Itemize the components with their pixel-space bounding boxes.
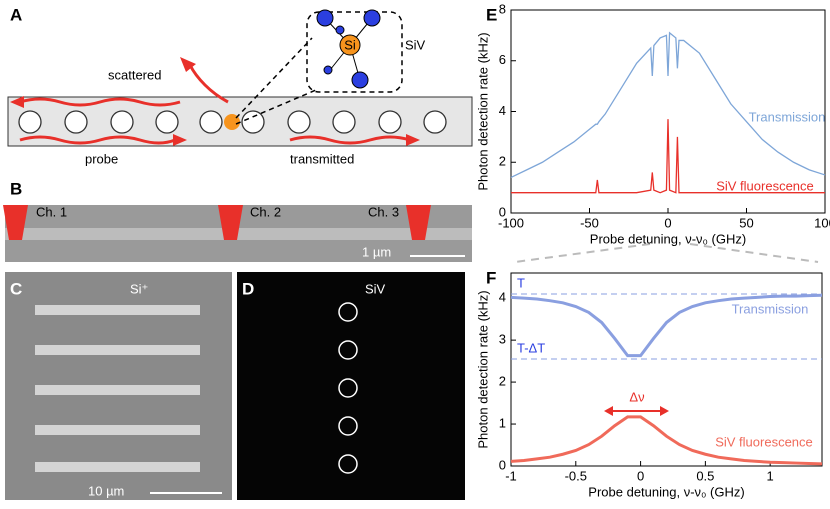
annotation: Δν [629, 389, 644, 404]
x-axis-label: Probe detuning, ν-ν₀ (GHz) [588, 484, 744, 499]
scale-label: 1 µm [362, 244, 391, 259]
x-tick-label: 0 [664, 215, 671, 230]
arrowhead [604, 406, 613, 416]
y-tick-label: 0 [499, 204, 506, 219]
x-tick-label: 50 [739, 215, 753, 230]
panel-label: C [10, 279, 22, 298]
x-tick-label: -50 [580, 215, 599, 230]
label: SiV [365, 281, 386, 296]
x-tick-label: 0.5 [696, 468, 714, 483]
x-axis-label: Probe detuning, ν-ν₀ (GHz) [590, 231, 746, 246]
y-tick-label: 4 [499, 103, 506, 118]
label: Ch. 3 [368, 204, 399, 219]
series-label: SiV fluorescence [716, 178, 814, 193]
x-tick-label: -0.5 [565, 468, 587, 483]
beams [35, 305, 200, 472]
label: transmitted [290, 151, 354, 166]
arrows [19, 64, 411, 145]
molecule [316, 9, 381, 89]
panel-label: E [486, 5, 497, 24]
atom-label: Si [344, 37, 356, 52]
panel-label: F [486, 268, 496, 287]
y-tick-label: 4 [499, 290, 506, 305]
zoom-lines [235, 11, 403, 125]
data-line [510, 415, 823, 466]
x-tick-label: 0 [637, 468, 644, 483]
y-tick-label: 6 [499, 52, 506, 67]
y-tick-label: 2 [499, 374, 506, 389]
label: Ch. 1 [36, 204, 67, 219]
emitter-circles [338, 302, 358, 474]
scale-label: 10 µm [88, 483, 124, 498]
arrowheads [10, 57, 420, 146]
x-tick-label: 1 [767, 468, 774, 483]
arrowhead [660, 406, 669, 416]
data-line [510, 293, 823, 358]
label: scattered [108, 67, 161, 82]
data-line [510, 31, 826, 179]
panel-label: B [10, 179, 22, 198]
holes [18, 110, 447, 134]
y-tick-label: 8 [499, 1, 506, 16]
zoom-lines [514, 243, 819, 263]
fluorescence-image [237, 272, 465, 500]
panel-label: D [242, 279, 254, 298]
x-tick-label: -100 [498, 215, 524, 230]
y-tick-label: 1 [499, 415, 506, 430]
label: Si⁺ [130, 281, 148, 296]
label: probe [85, 151, 118, 166]
y-tick-label: 0 [499, 457, 506, 472]
beam [5, 228, 472, 240]
channels [3, 205, 431, 240]
x-tick-label: -1 [505, 468, 517, 483]
y-tick-label: 3 [499, 332, 506, 347]
y-axis-label: Photon detection rate (kHz) [475, 290, 490, 448]
plot-frame [510, 272, 823, 467]
series-label: SiV fluorescence [715, 434, 813, 449]
panel-label: A [10, 5, 22, 24]
reference-label: T-ΔT [517, 340, 545, 355]
label: SiV [405, 37, 426, 52]
series-label: Transmission [732, 301, 809, 316]
reference-label: T [517, 275, 525, 290]
y-tick-label: 2 [499, 154, 506, 169]
y-axis-label: Photon detection rate (kHz) [475, 32, 490, 190]
data-line [511, 119, 825, 194]
x-tick-label: 100 [814, 215, 830, 230]
label: Ch. 2 [250, 204, 281, 219]
series-label: Transmission [749, 109, 826, 124]
